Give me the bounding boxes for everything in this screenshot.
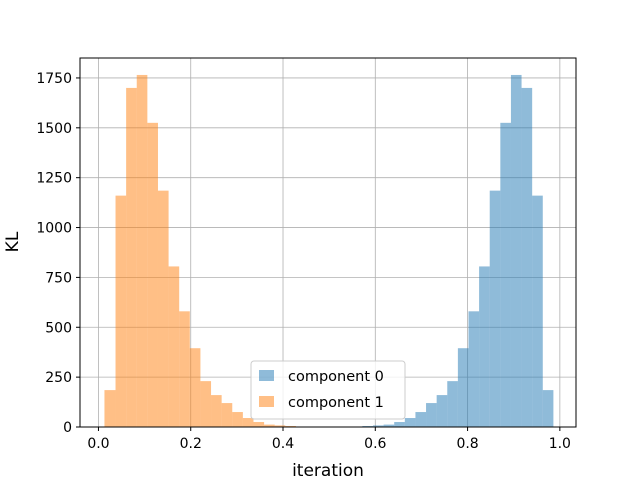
histogram-bar-component-1	[211, 395, 222, 427]
x-tick-label: 0.4	[272, 436, 294, 452]
histogram-bar-component-1	[274, 425, 286, 427]
histogram-bar-component-0	[436, 395, 448, 427]
x-tick-label: 1.0	[549, 436, 571, 452]
histogram-bar-component-1	[147, 122, 158, 427]
y-tick-label: 0	[63, 420, 72, 436]
y-axis-label: KL	[3, 231, 23, 252]
histogram-bar-component-0	[500, 122, 511, 427]
histogram-bar-component-0	[479, 266, 490, 427]
histogram-bar-component-0	[510, 74, 522, 428]
x-axis-ticks: 0.0 0.2 0.4 0.6 0.8 1.0	[87, 427, 571, 452]
legend-label-component-1: component 1	[288, 395, 384, 411]
y-tick-label: 1750	[36, 71, 72, 87]
histogram-bar-component-1	[157, 190, 169, 427]
histogram-bar-component-1	[253, 422, 265, 427]
histogram-bar-component-1	[242, 418, 254, 427]
y-tick-label: 750	[45, 270, 72, 286]
histogram-bar-component-1	[126, 87, 137, 428]
histogram-bar-component-1	[179, 311, 190, 427]
histogram-bar-component-0	[542, 390, 554, 427]
y-tick-label: 1250	[36, 171, 72, 187]
x-tick-label: 0.6	[364, 436, 386, 452]
y-axis-ticks: 0 250 500 750 1000 1250 1500 1750	[36, 71, 80, 436]
histogram-bar-component-1	[136, 74, 148, 428]
histogram-bar-component-0	[532, 195, 543, 427]
y-tick-label: 1000	[36, 221, 72, 237]
histogram-bar-component-0	[383, 424, 395, 427]
legend-label-component-0: component 0	[288, 369, 384, 385]
histogram-bar-component-0	[394, 422, 405, 427]
legend-frame	[250, 360, 406, 420]
x-tick-label: 0.2	[180, 436, 202, 452]
histogram-bar-component-1	[264, 424, 275, 427]
histogram-bar-component-1	[168, 266, 180, 427]
histogram-bar-component-1	[104, 390, 116, 427]
x-tick-label: 0.0	[87, 436, 109, 452]
histogram-bar-component-0	[372, 425, 384, 427]
histogram-bar-component-1	[221, 403, 233, 427]
histogram-bar-component-1	[200, 381, 212, 427]
x-tick-label: 0.8	[456, 436, 478, 452]
histogram-bar-component-1	[115, 195, 127, 427]
histogram-bar-component-0	[468, 311, 480, 427]
y-tick-label: 1500	[36, 121, 72, 137]
plot-frame	[79, 57, 577, 428]
histogram-bar-component-0	[415, 412, 427, 427]
legend-swatch-component-1	[259, 396, 274, 407]
histogram-bar-component-0	[404, 418, 416, 427]
histogram-bar-component-0	[489, 190, 501, 427]
legend-swatch-component-0	[259, 370, 274, 381]
legend: component 0 component 1	[250, 360, 406, 420]
histogram-bar-component-0	[457, 348, 469, 427]
histogram-bar-component-0	[447, 381, 458, 427]
y-tick-label: 500	[45, 320, 72, 336]
histogram-bar-component-0	[426, 403, 437, 427]
bars	[104, 74, 554, 428]
y-tick-label: 250	[45, 370, 72, 386]
histogram-bar-component-0	[521, 87, 533, 428]
histogram-bar-component-1	[232, 412, 243, 427]
x-axis-label: iteration	[292, 461, 364, 480]
histogram-bar-component-1	[189, 348, 201, 427]
